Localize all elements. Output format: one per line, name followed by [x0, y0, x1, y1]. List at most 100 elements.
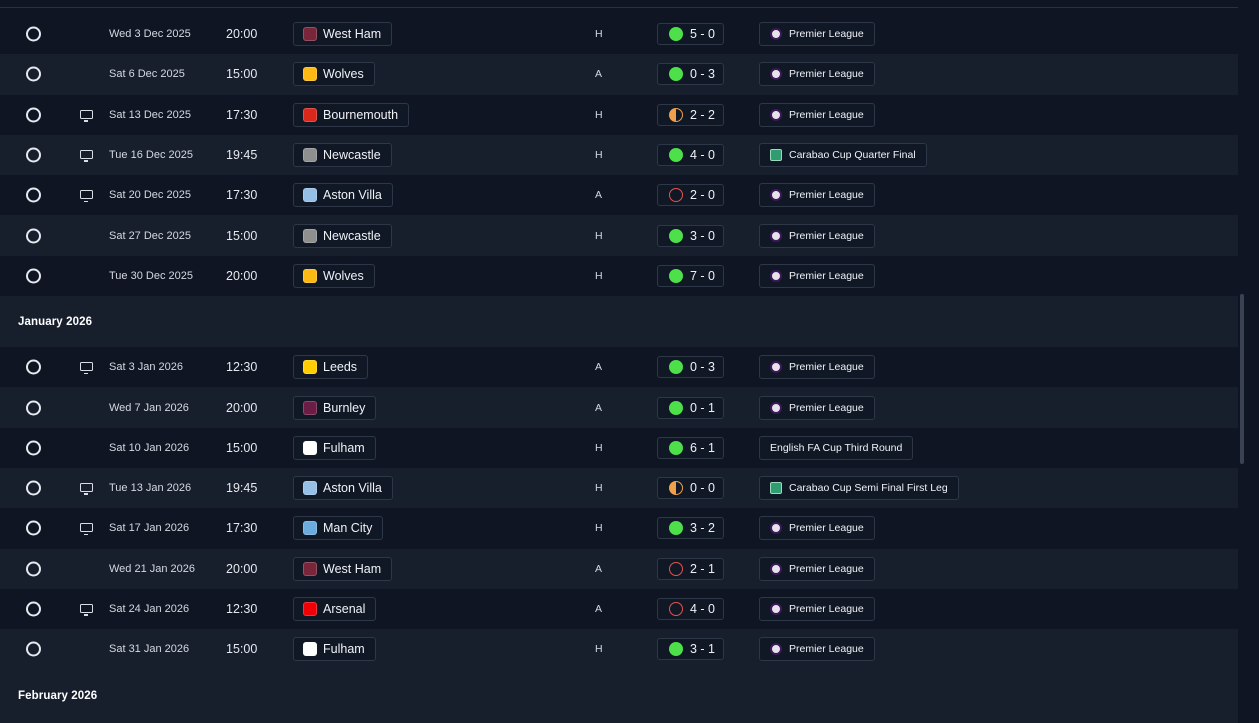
opponent-name: Fulham — [323, 440, 365, 455]
opponent-chip[interactable]: Newcastle — [293, 143, 392, 168]
venue-indicator: H — [595, 28, 603, 41]
opponent-chip[interactable]: Newcastle — [293, 223, 392, 248]
competition-chip[interactable]: Carabao Cup Semi Final First Leg — [759, 476, 959, 501]
competition-chip[interactable]: Premier League — [759, 516, 875, 541]
fixture-row[interactable]: Wed 21 Jan 2026 20:00 West Ham A 2 - 1 Premie… — [0, 548, 1238, 589]
loss-result-icon — [669, 188, 683, 203]
fixture-row[interactable]: Tue 30 Dec 2025 20:00 Wolves H 7 - 0 Premier … — [0, 255, 1238, 297]
fixture-row[interactable]: Sat 3 Jan 2026 12:30 Leeds A 0 - 3 Premier Le… — [0, 347, 1238, 388]
opponent-name: Arsenal — [323, 602, 366, 616]
result-chip[interactable]: 4 - 0 — [657, 598, 724, 620]
select-circle-icon[interactable] — [26, 400, 41, 416]
fixture-row[interactable]: Wed 3 Dec 2025 20:00 West Ham H 5 - 0 Premier… — [0, 14, 1238, 55]
opponent-chip[interactable]: West Ham — [293, 556, 393, 581]
result-chip[interactable]: 0 - 1 — [657, 396, 724, 419]
premier-league-icon — [770, 643, 782, 656]
club-crest-icon — [303, 440, 317, 455]
result-chip[interactable]: 6 - 1 — [657, 436, 724, 459]
competition-chip[interactable]: Premier League — [759, 556, 875, 581]
fixture-row[interactable]: Sat 27 Dec 2025 15:00 Newcastle H 3 - 0 Premi… — [0, 215, 1238, 256]
opponent-chip[interactable]: Burnley — [293, 395, 377, 420]
select-circle-icon[interactable] — [26, 641, 41, 657]
scrollbar[interactable] — [1240, 294, 1244, 464]
select-circle-icon[interactable] — [26, 26, 41, 42]
result-chip[interactable]: 3 - 0 — [657, 224, 724, 247]
competition-name: Premier League — [789, 108, 864, 121]
competition-chip[interactable]: English FA Cup Third Round — [759, 435, 914, 460]
fixture-time: 15:00 — [226, 440, 258, 455]
select-circle-icon[interactable] — [26, 561, 41, 577]
result-chip[interactable]: 0 - 3 — [657, 63, 724, 86]
result-chip[interactable]: 5 - 0 — [657, 23, 724, 46]
venue-indicator: H — [595, 522, 603, 535]
competition-chip[interactable]: Premier League — [759, 183, 875, 208]
competition-chip[interactable]: Premier League — [759, 223, 875, 248]
opponent-chip[interactable]: Aston Villa — [293, 476, 393, 501]
competition-chip[interactable]: Premier League — [759, 637, 875, 662]
club-crest-icon — [303, 107, 317, 122]
select-circle-icon[interactable] — [26, 440, 41, 456]
result-chip[interactable]: 2 - 0 — [657, 184, 724, 207]
opponent-chip[interactable]: Leeds — [293, 355, 369, 380]
competition-chip[interactable]: Premier League — [759, 62, 875, 87]
opponent-chip[interactable]: Aston Villa — [293, 183, 393, 208]
opponent-chip[interactable]: Fulham — [293, 637, 376, 662]
opponent-chip[interactable]: Wolves — [293, 62, 375, 87]
win-result-icon — [669, 400, 683, 415]
fixture-time: 20:00 — [226, 27, 258, 42]
venue-indicator: H — [595, 441, 603, 454]
result-chip[interactable]: 2 - 1 — [657, 557, 724, 580]
opponent-chip[interactable]: Fulham — [293, 435, 376, 460]
result-chip[interactable]: 0 - 0 — [657, 477, 724, 500]
opponent-chip[interactable]: Arsenal — [293, 597, 377, 621]
fixture-row[interactable]: Sat 31 Jan 2026 15:00 Fulham H 3 - 1 Premier … — [0, 629, 1238, 670]
fixture-row[interactable]: Sat 10 Jan 2026 15:00 Fulham H 6 - 1 English … — [0, 427, 1238, 468]
select-circle-icon[interactable] — [26, 359, 41, 375]
competition-chip[interactable]: Premier League — [759, 597, 875, 621]
result-chip[interactable]: 3 - 1 — [657, 638, 724, 661]
competition-name: Premier League — [789, 28, 864, 41]
fixture-row[interactable]: Sat 17 Jan 2026 17:30 Man City H 3 - 2 Premie… — [0, 508, 1238, 549]
opponent-chip[interactable]: West Ham — [293, 22, 393, 47]
select-circle-icon[interactable] — [26, 228, 41, 244]
select-circle-icon[interactable] — [26, 187, 41, 203]
win-result-icon — [669, 521, 683, 536]
match-score: 3 - 2 — [690, 521, 716, 536]
select-circle-icon[interactable] — [26, 520, 41, 536]
draw-result-icon — [669, 107, 683, 122]
month-header: January 2026 — [0, 296, 1238, 348]
competition-chip[interactable]: Carabao Cup Quarter Final — [759, 143, 927, 168]
result-chip[interactable]: 7 - 0 — [657, 264, 724, 287]
opponent-chip[interactable]: Wolves — [293, 263, 375, 288]
select-circle-icon[interactable] — [26, 480, 41, 496]
result-chip[interactable]: 0 - 3 — [657, 356, 724, 379]
opponent-chip[interactable]: Man City — [293, 516, 384, 541]
result-chip[interactable]: 4 - 0 — [657, 144, 724, 167]
top-divider — [0, 7, 1238, 8]
select-circle-icon[interactable] — [26, 66, 41, 82]
result-chip[interactable]: 2 - 2 — [657, 103, 724, 126]
select-circle-icon[interactable] — [26, 268, 41, 284]
competition-chip[interactable]: Premier League — [759, 22, 875, 47]
competition-chip[interactable]: Premier League — [759, 395, 875, 420]
competition-chip[interactable]: Premier League — [759, 102, 875, 127]
result-chip[interactable]: 3 - 2 — [657, 517, 724, 540]
fixture-date: Tue 30 Dec 2025 — [109, 269, 193, 282]
venue-indicator: A — [595, 603, 603, 615]
fixture-row[interactable]: Tue 13 Jan 2026 19:45 Aston Villa H 0 - 0 Car… — [0, 467, 1238, 509]
select-circle-icon[interactable] — [26, 147, 41, 163]
select-circle-icon[interactable] — [26, 107, 41, 123]
competition-chip[interactable]: Premier League — [759, 263, 875, 288]
club-crest-icon — [303, 602, 317, 616]
fixture-row[interactable]: Sat 6 Dec 2025 15:00 Wolves A 0 - 3 Premier L… — [0, 54, 1238, 95]
fixture-time: 17:30 — [226, 521, 258, 536]
club-crest-icon — [303, 360, 317, 375]
opponent-chip[interactable]: Bournemouth — [293, 102, 410, 127]
fixture-row[interactable]: Wed 7 Jan 2026 20:00 Burnley A 0 - 1 Premier … — [0, 387, 1238, 428]
competition-chip[interactable]: Premier League — [759, 355, 875, 380]
fixture-row[interactable]: Sat 13 Dec 2025 17:30 Bournemouth H 2 - 2 Pre… — [0, 94, 1238, 135]
fixture-row[interactable]: Sat 24 Jan 2026 12:30 Arsenal A 4 - 0 Premier… — [0, 588, 1238, 630]
fixture-row[interactable]: Sat 20 Dec 2025 17:30 Aston Villa A 2 - 0 Pre… — [0, 175, 1238, 216]
select-circle-icon[interactable] — [26, 601, 41, 617]
fixture-row[interactable]: Tue 16 Dec 2025 19:45 Newcastle H 4 - 0 Carab… — [0, 134, 1238, 176]
